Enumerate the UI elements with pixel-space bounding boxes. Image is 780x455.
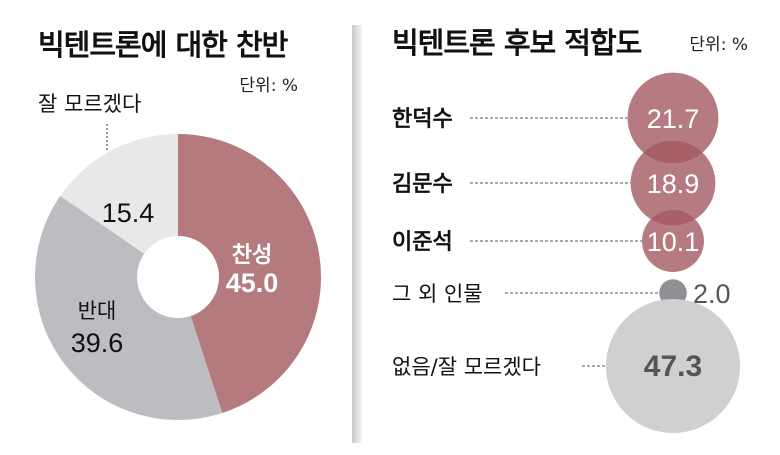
pie-slice bbox=[178, 134, 321, 414]
slice-value: 45.0 bbox=[226, 268, 279, 298]
bubble-title: 빅텐트론 후보 적합도 bbox=[392, 26, 642, 60]
bubble-unit: 단위: % bbox=[689, 35, 748, 55]
bubble-value: 18.9 bbox=[647, 169, 700, 199]
bubble-value: 47.3 bbox=[644, 350, 702, 383]
bubble-label: 김문수 bbox=[392, 172, 453, 197]
bubble-value: 21.7 bbox=[647, 104, 700, 134]
divider bbox=[352, 25, 362, 443]
slice-label: 반대 bbox=[78, 299, 117, 323]
bubble-value: 2.0 bbox=[693, 279, 731, 309]
pie-title: 빅텐트론에 대한 찬반 bbox=[38, 28, 289, 62]
bubble-value: 10.1 bbox=[647, 227, 700, 257]
bubble-label: 한덕수 bbox=[392, 107, 453, 132]
slice-label: 잘 모르겠다 bbox=[38, 92, 141, 116]
bubble bbox=[642, 210, 704, 272]
slice-value: 39.6 bbox=[71, 328, 124, 358]
pie-slice bbox=[35, 195, 223, 420]
slice-value: 15.4 bbox=[102, 198, 155, 228]
pie-slice bbox=[60, 134, 178, 254]
pie-unit: 단위: % bbox=[239, 76, 298, 96]
bubble bbox=[630, 140, 716, 226]
bubble bbox=[605, 298, 741, 434]
bubble bbox=[627, 72, 719, 164]
bubble-label: 없음/잘 모르겠다 bbox=[392, 355, 541, 379]
slice-label: 찬성 bbox=[232, 243, 272, 268]
bubble-label: 이준석 bbox=[392, 230, 453, 255]
bubble-label: 그 외 인물 bbox=[392, 282, 483, 306]
